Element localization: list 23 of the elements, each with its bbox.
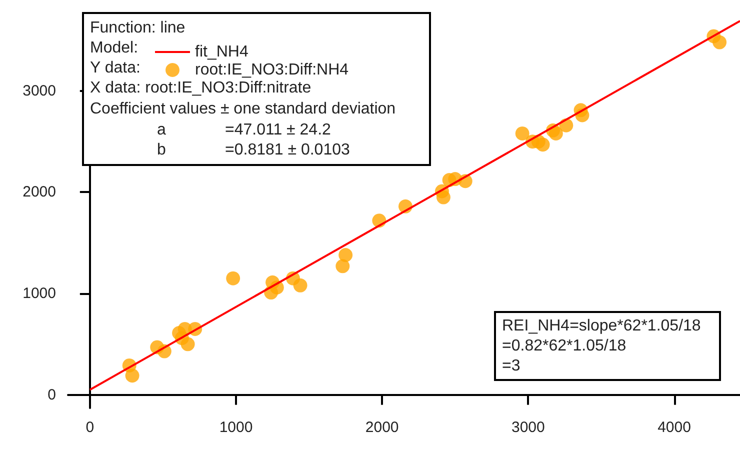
annotation: =0.82*62*1.05/18: [502, 338, 626, 354]
annotation: a: [157, 122, 166, 138]
x-tick-label: 0: [86, 419, 94, 436]
annotation: Function: line: [90, 20, 186, 36]
x-tick-label: 1000: [219, 419, 253, 436]
y-tick-label: 0: [48, 386, 56, 404]
legend-label: fit_NH4: [195, 44, 248, 60]
annotation: =47.011 ± 24.2: [225, 122, 332, 138]
annotation: REI_NH4=slope*62*1.05/18: [502, 318, 701, 334]
y-tick-label: 2000: [22, 184, 56, 201]
annotation: X data: root:IE_NO3:Diff:nitrate: [90, 80, 312, 96]
annotation: Y data:: [90, 60, 140, 76]
y-tick-label: 1000: [22, 285, 56, 302]
annotation: b: [157, 142, 166, 158]
x-tick-label: 4000: [658, 419, 691, 436]
annotation: Coefficient values ± one standard deviation: [90, 100, 396, 118]
y-tick-label: 3000: [22, 82, 56, 100]
annotation: =0.8181 ± 0.0103: [225, 142, 350, 158]
x-tick-label: 2000: [365, 419, 399, 436]
x-tick-label: 3000: [511, 419, 545, 436]
legend-label: root:IE_NO3:Diff:NH4: [195, 62, 349, 78]
annotation: Model:: [90, 40, 138, 56]
annotation: =3: [502, 358, 520, 374]
